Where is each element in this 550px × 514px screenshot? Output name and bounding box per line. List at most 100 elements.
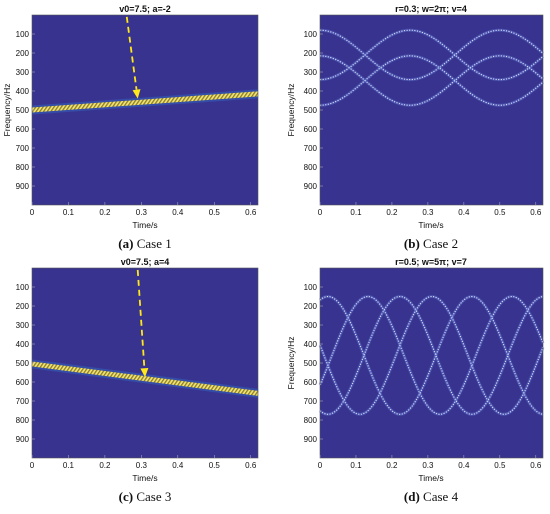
panel-b-ridge <box>319 55 544 106</box>
panel-c-ridge <box>31 361 259 396</box>
panel-c-ytick-label: 800 <box>16 416 30 425</box>
panel-a-xtick-label: 0.5 <box>209 208 221 217</box>
panel-c-arrow-shaft <box>136 269 146 369</box>
panel-c-caption-letter: (c) <box>119 489 133 504</box>
panel-a-ytick-label: 500 <box>16 106 30 115</box>
panel-a-xtick-label: 0.1 <box>63 208 75 217</box>
panel-d-xtick-label: 0.3 <box>422 461 434 470</box>
panel-b-ytick-label: 200 <box>304 49 318 58</box>
panel-d-xlabel: Time/s <box>418 473 443 483</box>
panel-d-ridge <box>319 295 544 415</box>
panel-a-xtick-label: 0.6 <box>245 208 257 217</box>
panel-d: r=0.5; w=5π; v=7 100 200 300 400 500 600 700 80… <box>286 257 545 504</box>
panel-b-xtick-label: 0 <box>318 208 323 217</box>
panel-c-plot-area <box>32 268 258 458</box>
panel-c: v0=7.5; a=4 100200300400500600700800900 … <box>16 257 259 504</box>
panel-b-ytick-label: 600 <box>304 125 318 134</box>
panel-d-caption-text: Case 4 <box>423 489 459 504</box>
panel-a-arrow-head <box>132 89 141 99</box>
panel-b-caption-text: Case 2 <box>423 236 458 251</box>
panel-b-ytick-label: 100 <box>304 30 318 39</box>
panel-b-xtick-label: 0.3 <box>422 208 434 217</box>
panel-b-caption-letter: (b) <box>404 236 420 251</box>
panel-b-ytick-label: 300 <box>304 68 318 77</box>
panel-a-xlabel: Time/s <box>132 220 157 230</box>
panel-c-ytick-label: 700 <box>16 397 30 406</box>
panel-a: v0=7.5; a=-2 100 200 300 400 500 600 700 800 900… <box>2 4 259 251</box>
panel-a-ytick-label: 600 <box>16 125 30 134</box>
panel-c-y-ticks: 100 200 300 400 500 600 700 800 900 <box>16 283 35 444</box>
panel-c-ytick-label: 300 <box>16 321 30 330</box>
panel-a-ytick-label: 400 <box>16 87 30 96</box>
panel-c-ytick-label: 500 <box>16 359 30 368</box>
panel-d-y-ticks: 100 200 300 400 500 600 700 800 900 <box>304 283 323 444</box>
panel-d-ytick-label: 700 <box>304 397 318 406</box>
panel-a-caption: (a) Case 1 <box>118 236 171 251</box>
panel-a-ytick-label: 800 <box>16 163 30 172</box>
panel-a-ytick-label: 900 <box>16 182 30 191</box>
panel-d-ytick-label: 200 <box>304 302 318 311</box>
panel-b-xtick-label: 0.2 <box>386 208 398 217</box>
panel-c-ytick-label: 600 <box>16 378 30 387</box>
panel-c-xtick-label: 0.3 <box>136 461 148 470</box>
panel-b-caption: (b) Case 2 <box>404 236 458 251</box>
panel-a-ylabel: Frequency/Hz <box>2 84 12 137</box>
panel-a-ytick-label: 300 <box>16 68 30 77</box>
panel-b-xtick-label: 0.5 <box>494 208 506 217</box>
panel-d-ridge <box>319 295 544 415</box>
panel-b-ytick-label: 700 <box>304 144 318 153</box>
panel-a-ridge <box>31 91 259 113</box>
panel-c-x-ticks: 0 0.1 0.2 0.3 0.4 0.5 0.6 <box>30 455 257 470</box>
panel-c-title: v0=7.5; a=4 <box>121 257 170 267</box>
panel-c-xtick-label: 0.4 <box>172 461 184 470</box>
panel-b-x-ticks: 0 0.1 0.2 0.3 0.4 0.5 0.6 <box>318 202 542 217</box>
panel-b-ytick-label: 800 <box>304 163 318 172</box>
panel-a-y-ticks: 100 200 300 400 500 600 700 800 900 <box>16 30 35 191</box>
panel-c-xtick-label: 0 <box>30 461 35 470</box>
panel-c-ridges <box>31 359 259 398</box>
panel-b-ytick-label: 500 <box>304 106 318 115</box>
panel-d-xtick-label: 0.2 <box>386 461 398 470</box>
panel-a-ridges <box>31 89 259 115</box>
panel-c-xtick-label: 0.1 <box>63 461 75 470</box>
panel-d-ytick-label: 100 <box>304 283 318 292</box>
panel-a-caption-letter: (a) <box>118 236 133 251</box>
panel-b-xlabel: Time/s <box>418 220 443 230</box>
panel-d-ytick-label: 600 <box>304 378 318 387</box>
panel-d-ridge <box>319 295 544 415</box>
panel-c-caption: (c) Case 3 <box>119 489 172 504</box>
panel-d-xtick-label: 0.1 <box>350 461 362 470</box>
panel-b-xtick-label: 0.4 <box>458 208 470 217</box>
panel-b-ridges <box>319 28 544 107</box>
panel-d-ytick-label: 500 <box>304 359 318 368</box>
panel-d-ytick-label: 300 <box>304 321 318 330</box>
panel-a-ytick-label: 200 <box>16 49 30 58</box>
panel-d-xtick-label: 0.5 <box>494 461 506 470</box>
panel-a-arrow-shaft <box>125 16 138 90</box>
panel-d-xtick-label: 0 <box>318 461 323 470</box>
panel-d-ridge <box>319 295 544 415</box>
panel-b-ridge <box>319 55 544 106</box>
panel-d-ridges <box>318 294 545 416</box>
panel-d-caption-letter: (d) <box>404 489 420 504</box>
panel-c-xtick-label: 0.5 <box>209 461 221 470</box>
panel-d-ytick-label: 400 <box>304 340 318 349</box>
panel-b-ylabel: Frequency/Hz <box>286 84 296 137</box>
panel-b-y-ticks: 100 200 300 400 500 600 700 800 900 <box>304 30 323 191</box>
panel-c-arrow-head <box>140 368 149 378</box>
panel-a-caption-text: Case 1 <box>137 236 172 251</box>
panel-d-title: r=0.5; w=5π; v=7 <box>395 257 467 267</box>
panel-a-xtick-label: 0.4 <box>172 208 184 217</box>
panel-a-ytick-label: 100 <box>16 30 30 39</box>
panel-a-xtick-label: 0.3 <box>136 208 148 217</box>
panel-b-xtick-label: 0.6 <box>530 208 542 217</box>
panel-c-annotation <box>136 269 149 378</box>
panel-c-caption-text: Case 3 <box>136 489 171 504</box>
panel-a-ytick-label: 700 <box>16 144 30 153</box>
panel-c-xlabel: Time/s <box>132 473 157 483</box>
panel-a-xtick-label: 0.2 <box>99 208 111 217</box>
panel-b-ridge <box>319 29 544 81</box>
panel-d-ytick-label: 900 <box>304 435 318 444</box>
panel-c-ytick-label: 200 <box>16 302 30 311</box>
